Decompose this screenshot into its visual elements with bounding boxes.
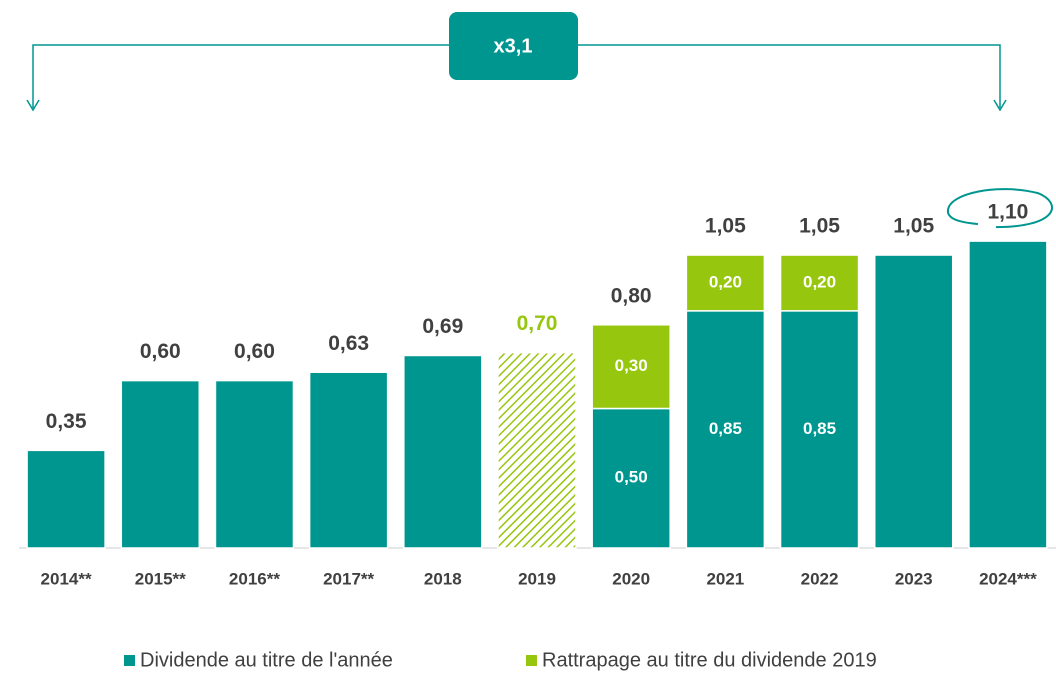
total-label: 0,80 <box>611 284 652 307</box>
bar-segment <box>685 254 766 312</box>
total-label: 0,35 <box>46 410 87 433</box>
legend-swatch <box>124 655 135 666</box>
x-tick-label: 2017** <box>323 569 374 588</box>
x-tick-label: 2014** <box>41 569 92 588</box>
bar-segment <box>779 310 860 549</box>
legend-swatch <box>526 655 537 666</box>
total-label: 1,10 <box>987 201 1028 224</box>
value-label: 0,20 <box>709 272 742 291</box>
x-tick-label: 2024*** <box>979 569 1037 588</box>
total-label: 0,60 <box>140 340 181 363</box>
bar-segment <box>403 354 483 549</box>
value-label: 0,20 <box>803 272 836 291</box>
total-label: 0,63 <box>328 332 369 355</box>
bar-segment <box>591 324 671 410</box>
total-label: 1,05 <box>799 215 840 238</box>
value-label: 0,50 <box>615 468 648 487</box>
bar-segment <box>120 379 201 549</box>
x-tick-label: 2016** <box>229 569 280 588</box>
bar-segment <box>591 407 671 549</box>
bar-segment <box>873 254 954 549</box>
bar-segment <box>497 351 577 549</box>
bracket <box>26 44 1007 112</box>
bar-segment <box>214 379 295 549</box>
total-label: 0,60 <box>234 340 275 363</box>
total-label: 0,69 <box>422 315 463 338</box>
x-tick-label: 2022 <box>801 569 839 588</box>
legend-label: Rattrapage au titre du dividende 2019 <box>542 649 877 671</box>
annotation: x3,1 <box>494 35 533 57</box>
bar-segment <box>779 254 860 312</box>
total-label: 0,70 <box>517 312 558 335</box>
bar-segment <box>308 371 389 549</box>
bar-segment <box>968 240 1048 549</box>
total-label: 1,05 <box>893 215 934 238</box>
total-label: 1,05 <box>705 215 746 238</box>
x-tick-label: 2021 <box>706 569 744 588</box>
x-tick-label: 2018 <box>424 569 462 588</box>
bar-segment <box>685 310 766 549</box>
bar-segment <box>26 449 106 549</box>
x-tick-label: 2015** <box>135 569 186 588</box>
value-label: 0,30 <box>615 356 648 375</box>
annotation-box <box>449 12 578 80</box>
x-tick-label: 2019 <box>518 569 556 588</box>
highlight-circle <box>946 188 1053 229</box>
legend-label: Dividende au titre de l'année <box>140 649 393 671</box>
x-tick-label: 2020 <box>612 569 650 588</box>
x-tick-label: 2023 <box>895 569 933 588</box>
value-label: 0,85 <box>709 419 742 438</box>
value-label: 0,85 <box>803 419 836 438</box>
